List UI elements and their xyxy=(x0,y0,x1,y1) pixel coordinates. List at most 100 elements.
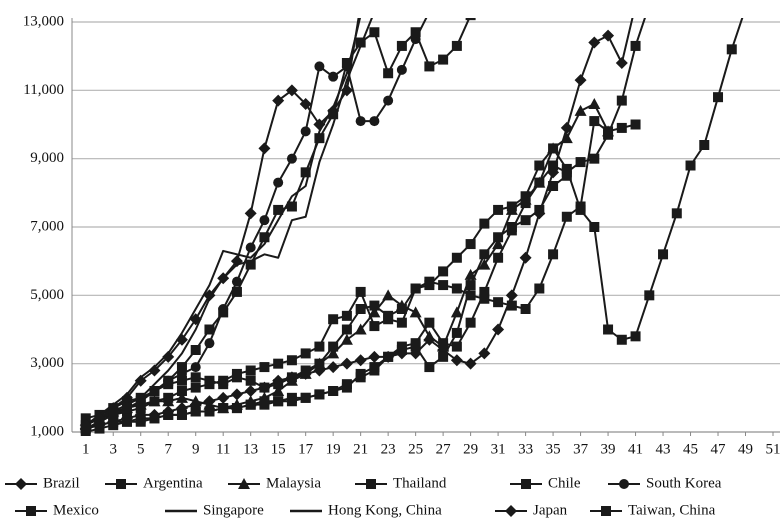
y-tick-label: 5,000 xyxy=(30,287,64,303)
marker xyxy=(409,306,422,318)
x-tick-label: 31 xyxy=(491,441,506,457)
marker xyxy=(355,116,366,127)
marker xyxy=(630,0,642,11)
marker xyxy=(630,331,641,342)
marker xyxy=(286,201,297,212)
marker xyxy=(478,258,491,270)
marker xyxy=(286,153,297,164)
marker xyxy=(493,232,504,243)
marker xyxy=(438,266,449,277)
marker xyxy=(135,396,146,407)
marker xyxy=(355,286,366,297)
marker xyxy=(217,391,230,404)
marker xyxy=(300,348,311,359)
marker xyxy=(451,40,462,51)
marker xyxy=(450,354,463,367)
marker xyxy=(328,314,339,325)
legend-label: Taiwan, China xyxy=(628,502,716,518)
legend-item: Argentina xyxy=(105,475,203,491)
legend-label: Singapore xyxy=(203,502,264,518)
marker xyxy=(218,307,229,318)
marker xyxy=(396,40,407,51)
marker xyxy=(479,249,490,260)
marker xyxy=(328,71,339,82)
marker xyxy=(204,375,215,386)
marker xyxy=(259,382,270,393)
marker xyxy=(190,345,201,355)
legend-item: Thailand xyxy=(355,475,447,491)
series-line xyxy=(85,18,373,427)
legend: Brazil Argentina Malaysia Thailand Chile Sout… xyxy=(5,475,722,518)
x-tick-label: 33 xyxy=(518,441,533,457)
marker xyxy=(574,104,587,116)
marker xyxy=(423,330,436,342)
marker xyxy=(561,211,572,222)
marker xyxy=(190,362,201,373)
y-tick-label: 13,000 xyxy=(23,13,64,29)
marker xyxy=(341,324,352,335)
legend-item: Singapore xyxy=(165,502,264,518)
y-tick-label: 7,000 xyxy=(30,218,64,234)
marker xyxy=(162,350,175,363)
marker xyxy=(534,177,545,188)
marker xyxy=(245,399,256,410)
marker xyxy=(726,44,737,55)
grid xyxy=(71,18,780,436)
marker xyxy=(383,68,394,79)
marker xyxy=(630,40,641,51)
marker xyxy=(369,362,380,373)
marker xyxy=(80,423,91,434)
marker xyxy=(478,347,491,360)
marker xyxy=(382,289,395,301)
marker xyxy=(492,323,505,336)
marker xyxy=(189,313,202,326)
marker xyxy=(230,255,243,268)
plot xyxy=(79,0,744,436)
marker xyxy=(575,201,586,212)
marker xyxy=(340,333,353,345)
marker xyxy=(644,0,654,10)
marker xyxy=(548,160,559,171)
marker xyxy=(190,372,201,383)
marker xyxy=(479,293,490,304)
marker xyxy=(94,416,105,427)
marker xyxy=(506,300,517,311)
marker xyxy=(149,386,160,396)
legend-item: South Korea xyxy=(608,475,722,491)
marker xyxy=(548,181,559,191)
marker xyxy=(589,116,600,127)
marker xyxy=(588,36,601,49)
marker xyxy=(603,324,614,335)
marker xyxy=(396,317,407,328)
x-tick-label: 3 xyxy=(109,441,117,457)
legend-label: Brazil xyxy=(43,475,80,491)
marker xyxy=(465,317,476,328)
y-tick-label: 11,000 xyxy=(23,82,64,98)
marker xyxy=(204,406,215,417)
x-tick-label: 21 xyxy=(353,441,368,457)
marker xyxy=(116,479,126,489)
marker xyxy=(175,333,188,346)
marker xyxy=(272,94,285,107)
marker xyxy=(327,361,340,374)
marker xyxy=(231,286,242,297)
marker xyxy=(619,479,629,489)
marker xyxy=(327,347,340,359)
marker xyxy=(258,142,271,155)
marker xyxy=(410,27,421,38)
marker xyxy=(245,242,256,253)
marker xyxy=(300,392,311,403)
marker xyxy=(341,58,352,68)
marker xyxy=(368,350,381,363)
marker xyxy=(244,207,257,220)
marker xyxy=(601,506,611,516)
legend-label: Chile xyxy=(548,475,581,491)
marker xyxy=(273,396,284,407)
marker xyxy=(644,290,655,301)
marker xyxy=(424,276,435,287)
y-tick-label: 1,000 xyxy=(30,423,64,439)
marker xyxy=(341,310,352,321)
x-tick-label: 1 xyxy=(82,441,90,457)
marker xyxy=(534,283,545,294)
